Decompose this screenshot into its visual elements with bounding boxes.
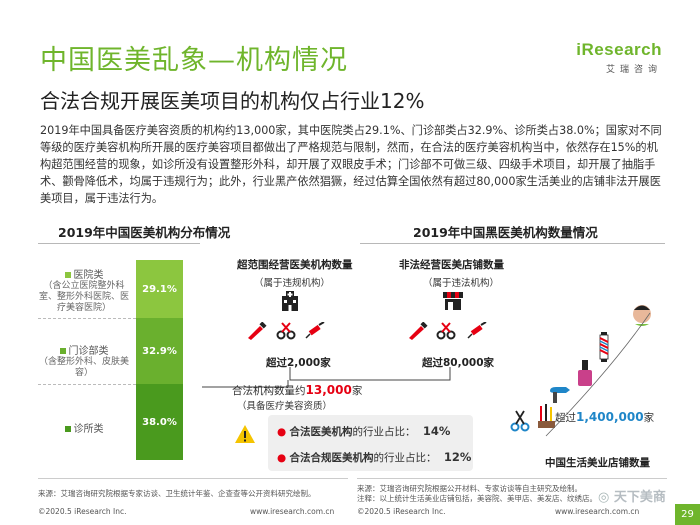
life-number: 1,400,000: [576, 410, 644, 424]
url-left: www.iresearch.com.cn: [250, 507, 335, 516]
left-title-divider: [38, 243, 200, 244]
clinic-label: 门诊部类: [68, 346, 109, 357]
scalpel-icon-2: [407, 321, 429, 344]
scalpel-icon: [246, 321, 268, 344]
small-clinic-label: 诊所类: [73, 424, 104, 435]
scissors-icon: [276, 322, 296, 344]
legal-total-suffix: 家: [351, 385, 363, 397]
source-right-1: 来源：艾瑞咨询研究院根据公开材料、专家访谈等自主研究及绘制。: [357, 484, 582, 493]
storefront-icon: [442, 291, 464, 315]
life-caption: 中国生活美业店铺数量: [545, 457, 650, 469]
over-scope-count: 超过2,000家: [266, 357, 331, 369]
nail-polish-icon: [575, 360, 595, 390]
illegal-note: （属于违法机构）: [423, 278, 500, 289]
small-clinic-legend-swatch: [64, 426, 71, 432]
small-clinic-bar: 38.0%: [136, 384, 183, 460]
legal-total-number: 13,000: [305, 383, 352, 397]
legal-total-note: （具备医疗美容资质）: [237, 401, 333, 412]
life-beauty-count: 超过1,400,000家: [555, 410, 654, 425]
clinic-note: （含整形外科、皮肤美容）: [38, 357, 129, 378]
warning-icon: [234, 424, 256, 448]
syringe-icon-2: [466, 321, 488, 344]
left-section-title: 2019年中国医美机构分布情况: [58, 225, 231, 240]
intro-paragraph: 2019年中国具备医疗美容资质的机构约13,000家，其中医院类占29.1%、门…: [40, 124, 662, 205]
hospital-note: （含公立医院整外科室、整形外科医院、医疗美容医院）: [38, 281, 129, 313]
segment-separator: [38, 318, 136, 319]
right-section-title: 2019年中国黑医美机构数量情况: [413, 225, 598, 240]
scissors-icon-2: [436, 322, 456, 344]
stat-row-1: ● 合法医美机构的行业占比： 14%: [277, 424, 451, 438]
url-right: www.iresearch.com.cn: [555, 507, 640, 516]
syringe-icon: [304, 321, 326, 344]
source-right-2: 注释：以上统计生活美业店铺包括，美容院、美甲店、美发店、纹绣店。: [357, 494, 597, 503]
stat1-name: 合法医美机构: [289, 426, 353, 438]
page-subtitle: 合法合规开展医美项目的机构仅占行业12%: [40, 89, 425, 113]
illegal-title: 非法经营医美店铺数量: [399, 259, 504, 271]
watermark-text: 天下美商: [613, 490, 666, 505]
source-left: 来源：艾瑞咨询研究院根据专家访谈、卫生统计年鉴、企查查等公开资料研究绘制。: [38, 489, 316, 498]
page-number: 29: [675, 504, 700, 525]
salon-scissors-icon: [510, 410, 530, 436]
stat-row-2: ● 合法合规医美机构的行业占比： 12%: [277, 450, 472, 464]
stats-box: [268, 415, 473, 471]
life-suffix: 家: [643, 412, 655, 424]
stat2-value: 12%: [443, 450, 472, 464]
over-scope-note: （属于违规机构）: [254, 278, 331, 289]
hospital-label-block: 医院类 （含公立医院整外科室、整形外科医院、医疗美容医院）: [38, 270, 130, 314]
copyright-left: ©2020.5 iResearch Inc.: [38, 507, 127, 516]
copyright-right: ©2020.5 iResearch Inc.: [357, 507, 446, 516]
stat2-mid: 的行业占比：: [373, 452, 437, 464]
hospital-building-icon: [279, 290, 301, 316]
clinic-label-block: 门诊部类 （含整形外科、皮肤美容）: [38, 346, 130, 379]
barber-pole-icon: [598, 332, 610, 366]
hospital-label: 医院类: [73, 270, 104, 281]
stat1-value: 14%: [422, 424, 451, 438]
hair-dryer-icon: [548, 385, 572, 409]
legal-total: 合法机构数量约13,000家: [232, 383, 362, 398]
stat1-mid: 的行业占比：: [352, 426, 416, 438]
clinic-legend-swatch: [59, 348, 66, 354]
watermark: ◎ 天下美商: [598, 490, 666, 505]
illegal-count: 超过80,000家: [422, 357, 495, 369]
curve-arrow: [545, 312, 651, 437]
hospital-bar: 29.1%: [136, 260, 183, 318]
legal-total-prefix: 合法机构数量约: [232, 385, 306, 397]
right-title-divider: [360, 243, 665, 244]
page-title: 中国医美乱象—机构情况: [40, 45, 348, 76]
stat2-name: 合法合规医美机构: [289, 452, 374, 464]
brushes-icon: [537, 404, 557, 432]
bracket-lines: [202, 367, 451, 388]
logo-subtext: 艾瑞咨询: [605, 65, 662, 75]
hospital-legend-swatch: [64, 272, 71, 278]
footer-divider-right: [357, 478, 667, 479]
small-clinic-label-block: 诊所类: [38, 424, 130, 435]
iresearch-logo: iResearch 艾瑞咨询: [576, 40, 662, 75]
clinic-bar: 32.9%: [136, 318, 183, 384]
over-scope-title: 超范围经营医美机构数量: [237, 259, 353, 271]
footer-divider-left: [38, 478, 348, 479]
logo-text: iResearch: [576, 40, 662, 59]
segment-separator: [38, 384, 136, 385]
